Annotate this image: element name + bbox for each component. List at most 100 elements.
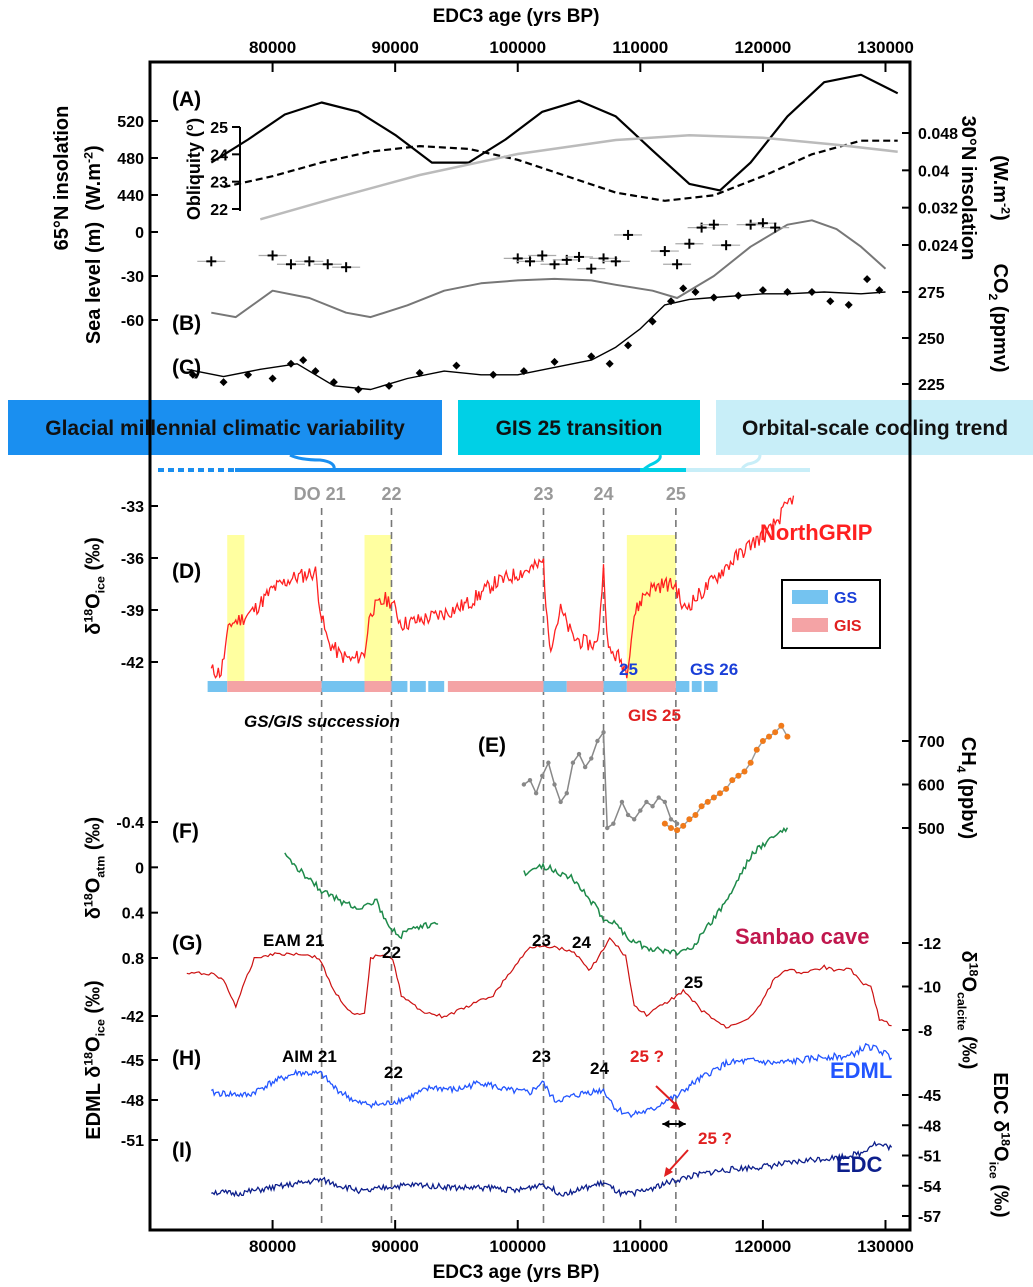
label-part: ice (93, 1019, 107, 1036)
do-band-2 (626, 535, 676, 681)
ch4-orange-point (686, 816, 693, 823)
gsgis-segment (704, 681, 718, 692)
co2-point (385, 381, 394, 390)
sanbao-line (186, 936, 892, 1029)
ins30-tick-label: 0.024 (918, 238, 958, 255)
panel-letter: (G) (172, 932, 202, 955)
atm-line-1 (284, 852, 439, 940)
ch4-tick-label: 500 (918, 821, 945, 838)
x-axis-title-bottom: EDC3 age (yrs BP) (433, 1262, 600, 1283)
label-aim21: AIM 21 (282, 1047, 337, 1066)
northgrip-line (210, 495, 795, 679)
lag-arrow-head (662, 1120, 670, 1128)
label-part: (‰) (990, 1179, 1012, 1218)
legend-label: GIS (834, 618, 862, 635)
event-label: 23 (533, 484, 553, 504)
ch4-gray-point (650, 804, 655, 809)
co2-title: CO2 (ppmv) (986, 263, 1011, 372)
red-arrow-h-head (670, 1101, 680, 1110)
ch4-gray-point (625, 812, 631, 818)
label-part: (‰) (82, 980, 104, 1019)
x-axis-title-top: EDC3 age (yrs BP) (433, 6, 600, 27)
gsgis-segment (391, 681, 408, 692)
ch4-orange-point (753, 746, 760, 753)
co2-point (299, 356, 308, 365)
co2-point (415, 368, 424, 377)
ch4-gray-point (619, 799, 625, 805)
label-part: δ (83, 907, 105, 919)
ch4-orange-point (729, 777, 736, 784)
label-h22: 22 (384, 1063, 403, 1082)
label-h25q: 25 ? (630, 1047, 664, 1066)
atm-tick-label: -0.4 (116, 815, 144, 832)
d18-title: δ18Oice (‰) (81, 537, 107, 635)
label-part: O (958, 976, 980, 992)
panel-letter-e: (E) (478, 734, 506, 757)
ins65-unit: (W.m-2) (81, 145, 105, 210)
ch4-gray-point (521, 782, 527, 787)
edc-tick-label: -54 (918, 1179, 941, 1196)
x-tick-label-bottom: 130000 (857, 1237, 914, 1256)
ch4-orange-point (766, 733, 773, 740)
label-part: O (990, 1146, 1012, 1162)
red-arrow-h (655, 1085, 677, 1106)
event-label: 25 (666, 484, 686, 504)
obliquity-tick-label: 25 (210, 120, 228, 137)
label-part: 18 (81, 893, 95, 907)
event-label: 22 (381, 484, 401, 504)
co2-point (709, 293, 718, 302)
co2-point (286, 359, 295, 368)
label-part: atm (93, 856, 107, 878)
x-tick-label-bottom: 120000 (735, 1237, 792, 1256)
co2-line (186, 291, 886, 391)
co2-point (666, 297, 675, 306)
ch4-gray-point (595, 738, 600, 744)
ch4-orange-point (778, 722, 785, 729)
label-part: ) (990, 214, 1012, 221)
red-arrow-i (667, 1149, 689, 1173)
label-g23: 23 (532, 931, 551, 950)
co2-point (219, 378, 228, 387)
label-part: ice (987, 1162, 1001, 1179)
co2-point (826, 297, 835, 306)
edc-line (211, 1140, 893, 1198)
label-edc: EDC (836, 1152, 883, 1177)
ch4-orange-point (661, 820, 668, 827)
banner-label-0: Glacial millennial climatic variability (45, 417, 405, 440)
x-tick-label-bottom: 80000 (249, 1237, 296, 1256)
edc-tick-label: -45 (918, 1088, 941, 1105)
label-part: CH (957, 737, 979, 766)
ch4-gray-point (564, 791, 569, 796)
label-g24: 24 (572, 933, 591, 952)
ch4-title: CH4 (ppbv) (954, 737, 979, 839)
ch4-gray-point (656, 795, 661, 800)
ins30-title: 30°N insolation (957, 116, 979, 261)
atm-tick-label: 0.8 (122, 951, 144, 968)
label-part: (W.m (989, 155, 1011, 203)
obliquity-axis-title: Obliquity (°) (184, 118, 204, 220)
ch4-gray-point (631, 817, 637, 822)
do-band-1 (364, 535, 392, 681)
ch4-orange-point (680, 822, 687, 829)
gsgis-segment (691, 681, 702, 692)
bracket-hook (289, 453, 336, 471)
panel-letter: (A) (172, 88, 201, 111)
label-sanbao: Sanbao cave (735, 924, 870, 949)
label-part: -2 (999, 203, 1013, 214)
label-part: δ (83, 623, 105, 635)
calcite-title: δ18Ocalcite (‰) (955, 951, 981, 1070)
label-part: O (82, 593, 104, 609)
ch4-orange-point (717, 790, 723, 797)
label-part: 4 (954, 766, 968, 773)
bracket-hook (642, 454, 662, 472)
ch4-gray-point (605, 825, 610, 831)
x-tick-label-top: 100000 (489, 38, 546, 57)
x-tick-label-bottom: 110000 (612, 1237, 668, 1256)
gsgis-segment (675, 681, 690, 692)
x-tick-label-top: 110000 (612, 38, 668, 57)
label-part: 30°N insolation (957, 116, 979, 261)
co2-point (679, 284, 688, 293)
banner-2 (716, 400, 1033, 455)
x-tick-label-top: 120000 (735, 38, 792, 57)
